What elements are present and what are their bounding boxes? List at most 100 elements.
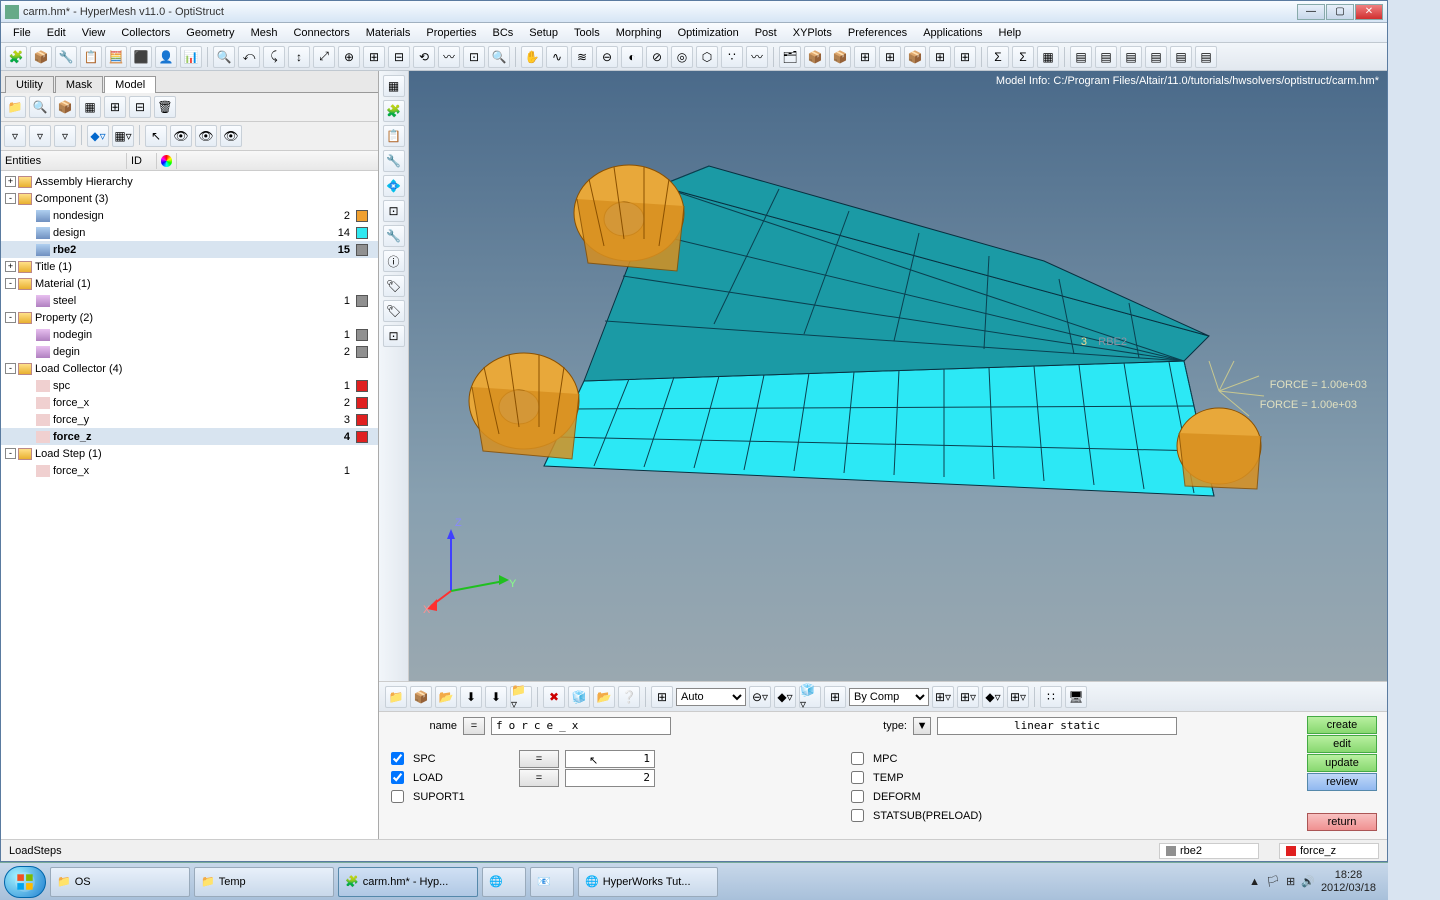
name-input[interactable] bbox=[491, 717, 671, 735]
menu-bcs[interactable]: BCs bbox=[485, 25, 522, 41]
toolbar-icon[interactable]: ∿ bbox=[546, 46, 568, 68]
menu-file[interactable]: File bbox=[5, 25, 39, 41]
view-tool-icon[interactable]: 📋 bbox=[383, 125, 405, 147]
menu-mesh[interactable]: Mesh bbox=[243, 25, 286, 41]
toolbar-icon[interactable]: 📦 bbox=[904, 46, 926, 68]
menu-properties[interactable]: Properties bbox=[418, 25, 484, 41]
toolbar-icon[interactable]: ⤹ bbox=[263, 46, 285, 68]
eye-icon[interactable]: 👁 bbox=[170, 125, 192, 147]
bycomp-select[interactable]: By Comp bbox=[849, 688, 929, 706]
check-load[interactable] bbox=[391, 771, 404, 784]
menu-geometry[interactable]: Geometry bbox=[178, 25, 242, 41]
toolbar-icon[interactable]: 🔍 bbox=[488, 46, 510, 68]
toolbar-icon[interactable]: ⊞ bbox=[363, 46, 385, 68]
toolbar-icon[interactable]: 📦 bbox=[804, 46, 826, 68]
menu-materials[interactable]: Materials bbox=[358, 25, 419, 41]
toolbar-icon[interactable]: ▤ bbox=[1070, 46, 1092, 68]
task-item[interactable]: 🌐 bbox=[482, 867, 526, 897]
color-swatch[interactable] bbox=[356, 380, 368, 392]
color-swatch[interactable] bbox=[356, 244, 368, 256]
toolbar-icon[interactable]: ◎ bbox=[671, 46, 693, 68]
tree-row[interactable]: force_x2 bbox=[1, 394, 378, 411]
expand-icon[interactable]: - bbox=[5, 312, 16, 323]
create-button[interactable]: create bbox=[1307, 716, 1377, 734]
toolbar-icon[interactable]: 📦 bbox=[30, 46, 52, 68]
color-swatch[interactable] bbox=[356, 210, 368, 222]
tool-icon[interactable]: ⬇ bbox=[485, 686, 507, 708]
tool-icon[interactable]: 📂 bbox=[593, 686, 615, 708]
menu-help[interactable]: Help bbox=[991, 25, 1030, 41]
eq-button[interactable]: = bbox=[519, 750, 559, 768]
tree-row[interactable]: +Title (1) bbox=[1, 258, 378, 275]
toolbar-icon[interactable]: 🔍 bbox=[213, 46, 235, 68]
menu-preferences[interactable]: Preferences bbox=[840, 25, 915, 41]
check-deform[interactable] bbox=[851, 790, 864, 803]
menu-xyplots[interactable]: XYPlots bbox=[785, 25, 840, 41]
update-button[interactable]: update bbox=[1307, 754, 1377, 772]
tool-icon[interactable]: 📂 bbox=[435, 686, 457, 708]
tool-icon[interactable]: ▿ bbox=[54, 125, 76, 147]
tool-icon[interactable]: 🧊▿ bbox=[799, 686, 821, 708]
task-item[interactable]: 🧩carm.hm* - Hyp... bbox=[338, 867, 478, 897]
toolbar-icon[interactable]: ⊟ bbox=[388, 46, 410, 68]
tray-icon[interactable]: ▲ bbox=[1249, 876, 1260, 888]
tree-row[interactable]: spc1 bbox=[1, 377, 378, 394]
help-icon[interactable]: ❔ bbox=[618, 686, 640, 708]
menu-connectors[interactable]: Connectors bbox=[285, 25, 357, 41]
tool-icon[interactable]: ⊖▿ bbox=[749, 686, 771, 708]
toolbar-icon[interactable]: 📋 bbox=[80, 46, 102, 68]
toolbar-icon[interactable]: ↕ bbox=[288, 46, 310, 68]
tool-icon[interactable]: 📁 bbox=[385, 686, 407, 708]
tool-icon[interactable]: ◆▿ bbox=[87, 125, 109, 147]
tool-icon[interactable]: ▦ bbox=[79, 96, 101, 118]
toolbar-icon[interactable]: ⊘ bbox=[646, 46, 668, 68]
system-tray[interactable]: ▲ 🏳 ⊞ 🔊 18:28 2012/03/18 bbox=[1241, 869, 1384, 893]
maximize-button[interactable]: ▢ bbox=[1326, 4, 1354, 20]
toolbar-icon[interactable]: ⟲ bbox=[413, 46, 435, 68]
toolbar-icon[interactable]: ≋ bbox=[571, 46, 593, 68]
menu-applications[interactable]: Applications bbox=[915, 25, 990, 41]
tree-row[interactable]: -Property (2) bbox=[1, 309, 378, 326]
toolbar-icon[interactable]: ⤢ bbox=[313, 46, 335, 68]
task-item[interactable]: 📁Temp bbox=[194, 867, 334, 897]
eq-button[interactable]: = bbox=[463, 717, 485, 735]
auto-select[interactable]: Auto bbox=[676, 688, 746, 706]
toolbar-icon[interactable]: ⊞ bbox=[929, 46, 951, 68]
model-tree[interactable]: +Assembly Hierarchy-Component (3)nondesi… bbox=[1, 171, 378, 839]
tree-row[interactable]: degin2 bbox=[1, 343, 378, 360]
col-color[interactable] bbox=[157, 153, 177, 169]
tool-icon[interactable]: 📦 bbox=[54, 96, 76, 118]
menu-optimization[interactable]: Optimization bbox=[670, 25, 747, 41]
tool-icon[interactable]: ⊞ bbox=[824, 686, 846, 708]
toolbar-icon[interactable]: ⊞ bbox=[879, 46, 901, 68]
tab-mask[interactable]: Mask bbox=[55, 76, 103, 93]
view-tool-icon[interactable]: ⓘ bbox=[383, 250, 405, 272]
toolbar-icon[interactable]: ▤ bbox=[1095, 46, 1117, 68]
check-suport1[interactable] bbox=[391, 790, 404, 803]
check-temp[interactable] bbox=[851, 771, 864, 784]
toolbar-icon[interactable]: ⤺ bbox=[238, 46, 260, 68]
tool-icon[interactable]: ⬇ bbox=[460, 686, 482, 708]
eye-icon[interactable]: 👁 bbox=[220, 125, 242, 147]
menu-view[interactable]: View bbox=[74, 25, 114, 41]
toolbar-icon[interactable]: 🧮 bbox=[105, 46, 127, 68]
tool-icon[interactable]: 🧊 bbox=[568, 686, 590, 708]
menu-setup[interactable]: Setup bbox=[521, 25, 566, 41]
expand-icon[interactable]: - bbox=[5, 278, 16, 289]
tool-icon[interactable]: ⊟ bbox=[129, 96, 151, 118]
color-swatch[interactable] bbox=[356, 431, 368, 443]
3d-viewport[interactable]: Model Info: C:/Program Files/Altair/11.0… bbox=[409, 71, 1387, 681]
color-swatch[interactable] bbox=[356, 414, 368, 426]
toolbar-icon[interactable]: ⊡ bbox=[463, 46, 485, 68]
edit-button[interactable]: edit bbox=[1307, 735, 1377, 753]
tree-row[interactable]: force_z4 bbox=[1, 428, 378, 445]
expand-icon[interactable]: - bbox=[5, 448, 16, 459]
cursor-icon[interactable]: ↖ bbox=[145, 125, 167, 147]
toolbar-icon[interactable]: ▤ bbox=[1120, 46, 1142, 68]
tree-row[interactable]: design14 bbox=[1, 224, 378, 241]
expand-icon[interactable]: + bbox=[5, 261, 16, 272]
expand-icon[interactable]: + bbox=[5, 176, 16, 187]
tool-icon[interactable]: ⊞▿ bbox=[932, 686, 954, 708]
tree-row[interactable]: rbe215 bbox=[1, 241, 378, 258]
tree-row[interactable]: -Load Step (1) bbox=[1, 445, 378, 462]
